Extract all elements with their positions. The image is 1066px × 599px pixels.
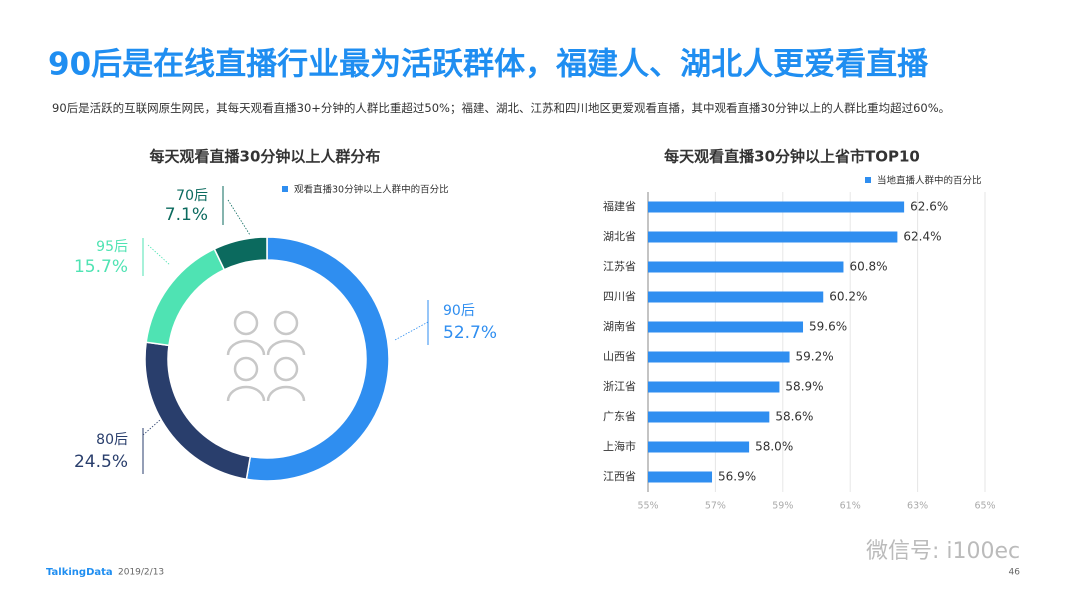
subtitle: 90后是活跃的互联网原生网民，其每天观看直播30+分钟的人群比重超过50%；福建… [52, 101, 951, 115]
people-icon [226, 310, 306, 402]
category-label: 70后 [176, 188, 208, 204]
category-label: 95后 [96, 239, 128, 255]
bar [648, 261, 844, 273]
leader-line [394, 321, 429, 341]
x-tick-label: 59% [772, 501, 793, 512]
donut-segment [144, 341, 252, 481]
value-label: 59.6% [809, 320, 847, 334]
leader-line [142, 419, 161, 436]
chart-title: 每天观看直播30分钟以上省市TOP10 [664, 148, 920, 166]
x-tick-label: 57% [705, 501, 726, 512]
x-tick-label: 65% [974, 501, 995, 512]
bar [648, 381, 780, 393]
x-tick-label: 55% [637, 501, 658, 512]
donut-segment [145, 247, 226, 347]
date: 2019/2/13 [118, 568, 164, 578]
x-tick-label: 61% [840, 501, 861, 512]
y-tick-label: 江西省 [603, 470, 636, 483]
bar [648, 231, 898, 243]
y-tick-label: 上海市 [603, 439, 636, 453]
legend-swatch [865, 177, 871, 183]
category-label: 90后 [443, 303, 475, 319]
bar [648, 471, 713, 483]
value-label: 60.8% [849, 260, 887, 274]
value-label: 56.9% [718, 470, 756, 484]
value-label: 62.6% [910, 200, 948, 214]
legend-label: 当地直播人群中的百分比 [877, 175, 982, 187]
y-tick-label: 江苏省 [603, 260, 636, 273]
y-tick-label: 湖南省 [603, 320, 636, 333]
bar [648, 321, 804, 333]
slide-title: 90后是在线直播行业最为活跃群体，福建人、湖北人更爱看直播 [48, 47, 929, 83]
watermark: 微信号: i100ec [866, 539, 1020, 564]
category-label: 80后 [96, 432, 128, 448]
chart-title: 每天观看直播30分钟以上人群分布 [150, 148, 381, 166]
value-label: 52.7% [443, 323, 497, 343]
value-label: 7.1% [165, 205, 208, 225]
donut-segment [213, 236, 268, 271]
value-label: 58.9% [785, 380, 823, 394]
legend-swatch [282, 186, 288, 192]
y-tick-label: 四川省 [603, 290, 636, 303]
value-label: 24.5% [74, 452, 128, 472]
bar [648, 201, 905, 213]
leader-line [147, 244, 171, 266]
value-label: 58.0% [755, 440, 793, 454]
y-tick-label: 浙江省 [603, 380, 636, 393]
bar [648, 291, 824, 303]
y-tick-label: 福建省 [603, 199, 636, 213]
y-tick-label: 广东省 [603, 410, 636, 423]
brand: TalkingData [46, 567, 113, 578]
bar [648, 351, 790, 363]
x-tick-label: 63% [907, 501, 928, 512]
value-label: 58.6% [775, 410, 813, 424]
value-label: 60.2% [829, 290, 867, 304]
y-tick-label: 湖北省 [603, 230, 636, 243]
legend-label: 观看直播30分钟以上人群中的百分比 [294, 184, 449, 196]
donut-segment [245, 236, 390, 482]
page-number: 46 [1009, 568, 1021, 578]
bar [648, 411, 770, 423]
value-label: 62.4% [903, 230, 941, 244]
bar [648, 441, 750, 453]
leader-line [227, 199, 251, 236]
value-label: 15.7% [74, 257, 128, 277]
value-label: 59.2% [796, 350, 834, 364]
y-tick-label: 山西省 [603, 350, 636, 363]
